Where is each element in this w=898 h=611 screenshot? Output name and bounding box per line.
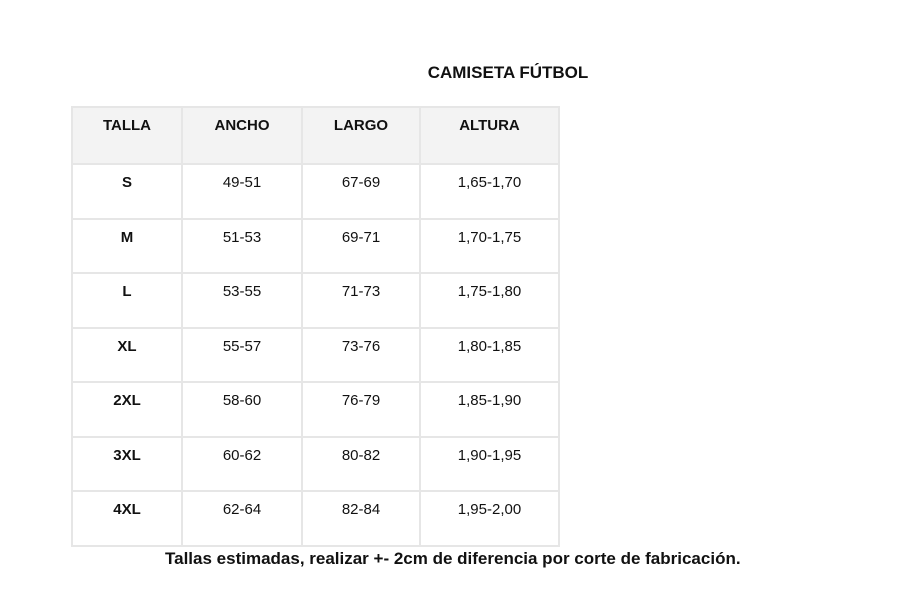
cell-ancho: 60-62 <box>181 435 303 492</box>
cell-largo: 73-76 <box>301 326 421 383</box>
table-row: S 49-51 67-69 1,65-1,70 <box>71 163 560 220</box>
cell-largo: 69-71 <box>301 217 421 274</box>
header-talla: TALLA <box>71 106 183 165</box>
cell-altura: 1,80-1,85 <box>419 326 560 383</box>
cell-talla: L <box>71 272 183 329</box>
cell-altura: 1,65-1,70 <box>419 163 560 220</box>
table-row: 4XL 62-64 82-84 1,95-2,00 <box>71 490 560 547</box>
cell-altura: 1,75-1,80 <box>419 272 560 329</box>
cell-ancho: 51-53 <box>181 217 303 274</box>
cell-largo: 80-82 <box>301 435 421 492</box>
cell-ancho: 62-64 <box>181 490 303 547</box>
cell-ancho: 53-55 <box>181 272 303 329</box>
header-ancho: ANCHO <box>181 106 303 165</box>
cell-altura: 1,90-1,95 <box>419 435 560 492</box>
cell-largo: 67-69 <box>301 163 421 220</box>
table-row: L 53-55 71-73 1,75-1,80 <box>71 272 560 329</box>
cell-largo: 82-84 <box>301 490 421 547</box>
table-row: XL 55-57 73-76 1,80-1,85 <box>71 326 560 383</box>
cell-largo: 76-79 <box>301 381 421 438</box>
cell-talla: XL <box>71 326 183 383</box>
cell-ancho: 58-60 <box>181 381 303 438</box>
header-altura: ALTURA <box>419 106 560 165</box>
cell-largo: 71-73 <box>301 272 421 329</box>
cell-ancho: 49-51 <box>181 163 303 220</box>
table-row: M 51-53 69-71 1,70-1,75 <box>71 217 560 274</box>
table-row: 3XL 60-62 80-82 1,90-1,95 <box>71 435 560 492</box>
cell-ancho: 55-57 <box>181 326 303 383</box>
cell-talla: 4XL <box>71 490 183 547</box>
table-row: 2XL 58-60 76-79 1,85-1,90 <box>71 381 560 438</box>
size-table: TALLA ANCHO LARGO ALTURA S 49-51 67-69 1,65… <box>71 106 560 547</box>
header-largo: LARGO <box>301 106 421 165</box>
footnote: Tallas estimadas, realizar +- 2cm de dif… <box>165 549 741 568</box>
table-header-row: TALLA ANCHO LARGO ALTURA <box>71 106 560 165</box>
page-title: CAMISETA FÚTBOL <box>427 63 589 82</box>
cell-altura: 1,95-2,00 <box>419 490 560 547</box>
cell-talla: M <box>71 217 183 274</box>
cell-talla: 3XL <box>71 435 183 492</box>
cell-talla: 2XL <box>71 381 183 438</box>
cell-talla: S <box>71 163 183 220</box>
cell-altura: 1,70-1,75 <box>419 217 560 274</box>
cell-altura: 1,85-1,90 <box>419 381 560 438</box>
